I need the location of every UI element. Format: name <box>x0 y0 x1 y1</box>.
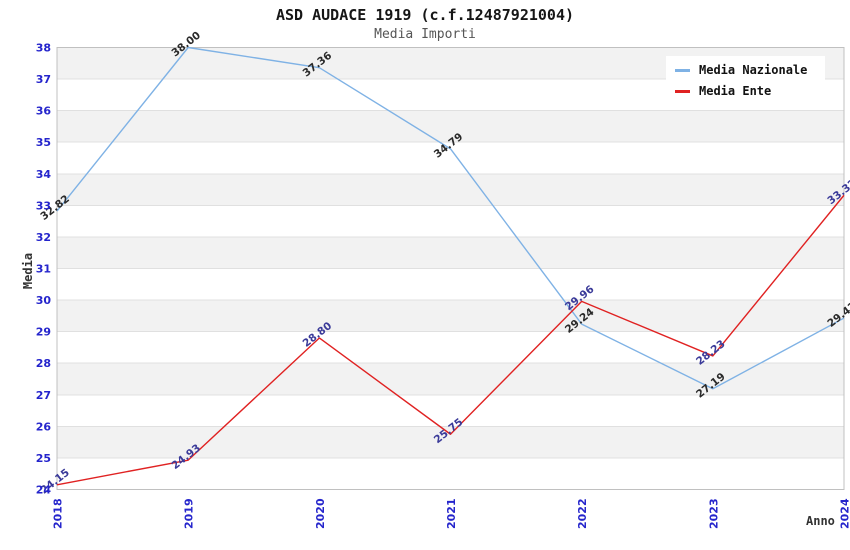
y-axis-tick-label: 37 <box>36 73 51 86</box>
x-axis-tick-label: 2019 <box>183 498 196 529</box>
x-axis-tick-label: 2024 <box>839 498 850 529</box>
y-axis-tick-label: 26 <box>36 420 52 433</box>
series-line-1 <box>56 194 845 486</box>
y-axis-tick-label: 29 <box>36 326 51 339</box>
chart-title: ASD AUDACE 1919 (c.f.12487921004) <box>275 6 574 24</box>
x-axis-tick-label: 2018 <box>52 498 65 529</box>
legend-item-media-nazionale: Media Nazionale <box>675 63 825 77</box>
x-axis-title: Anno <box>806 514 835 528</box>
y-axis-tick-label: 30 <box>36 294 52 307</box>
grid-band <box>57 363 844 395</box>
grid-band <box>57 457 844 490</box>
legend-label-media-ente: Media Ente <box>699 84 772 98</box>
grid-band <box>57 173 844 206</box>
grid-band <box>57 331 844 364</box>
y-axis-tick-label: 28 <box>36 357 51 370</box>
plot-border <box>56 47 845 490</box>
y-axis-tick-label: 27 <box>36 389 51 402</box>
legend-swatch-media-nazionale-icon <box>675 68 690 72</box>
grid-band <box>57 300 844 332</box>
y-axis-tick-label: 36 <box>36 105 52 118</box>
y-axis-title: Media <box>21 252 35 290</box>
grid-band <box>57 205 844 237</box>
grid-band <box>57 110 844 143</box>
y-axis-tick-label: 24 <box>36 484 52 497</box>
x-axis-tick-label: 2022 <box>576 498 589 529</box>
legend: Media Nazionale Media Ente <box>666 56 825 105</box>
x-axis-tick-label: 2020 <box>314 498 327 529</box>
y-axis-tick-label: 25 <box>36 452 51 465</box>
y-axis-tick-label: 38 <box>36 42 51 55</box>
grid-band <box>57 268 844 301</box>
y-axis-tick-label: 34 <box>36 168 52 181</box>
series-line-0 <box>56 46 845 390</box>
y-axis-tick-label: 32 <box>36 231 51 244</box>
x-axis-tick-label: 2023 <box>707 498 720 529</box>
legend-item-media-ente: Media Ente <box>675 84 825 98</box>
y-axis-tick-label: 33 <box>36 199 51 212</box>
grid-band <box>57 236 844 269</box>
y-axis-tick-label: 35 <box>36 136 51 149</box>
grid-band <box>57 394 844 427</box>
chart-subtitle: Media Importi <box>374 27 476 42</box>
grid-band <box>57 142 844 174</box>
legend-label-media-nazionale: Media Nazionale <box>699 63 808 77</box>
legend-swatch-media-ente-icon <box>675 89 690 93</box>
y-axis-tick-label: 31 <box>36 263 51 276</box>
grid-band <box>57 426 844 458</box>
x-axis-tick-label: 2021 <box>445 498 458 529</box>
